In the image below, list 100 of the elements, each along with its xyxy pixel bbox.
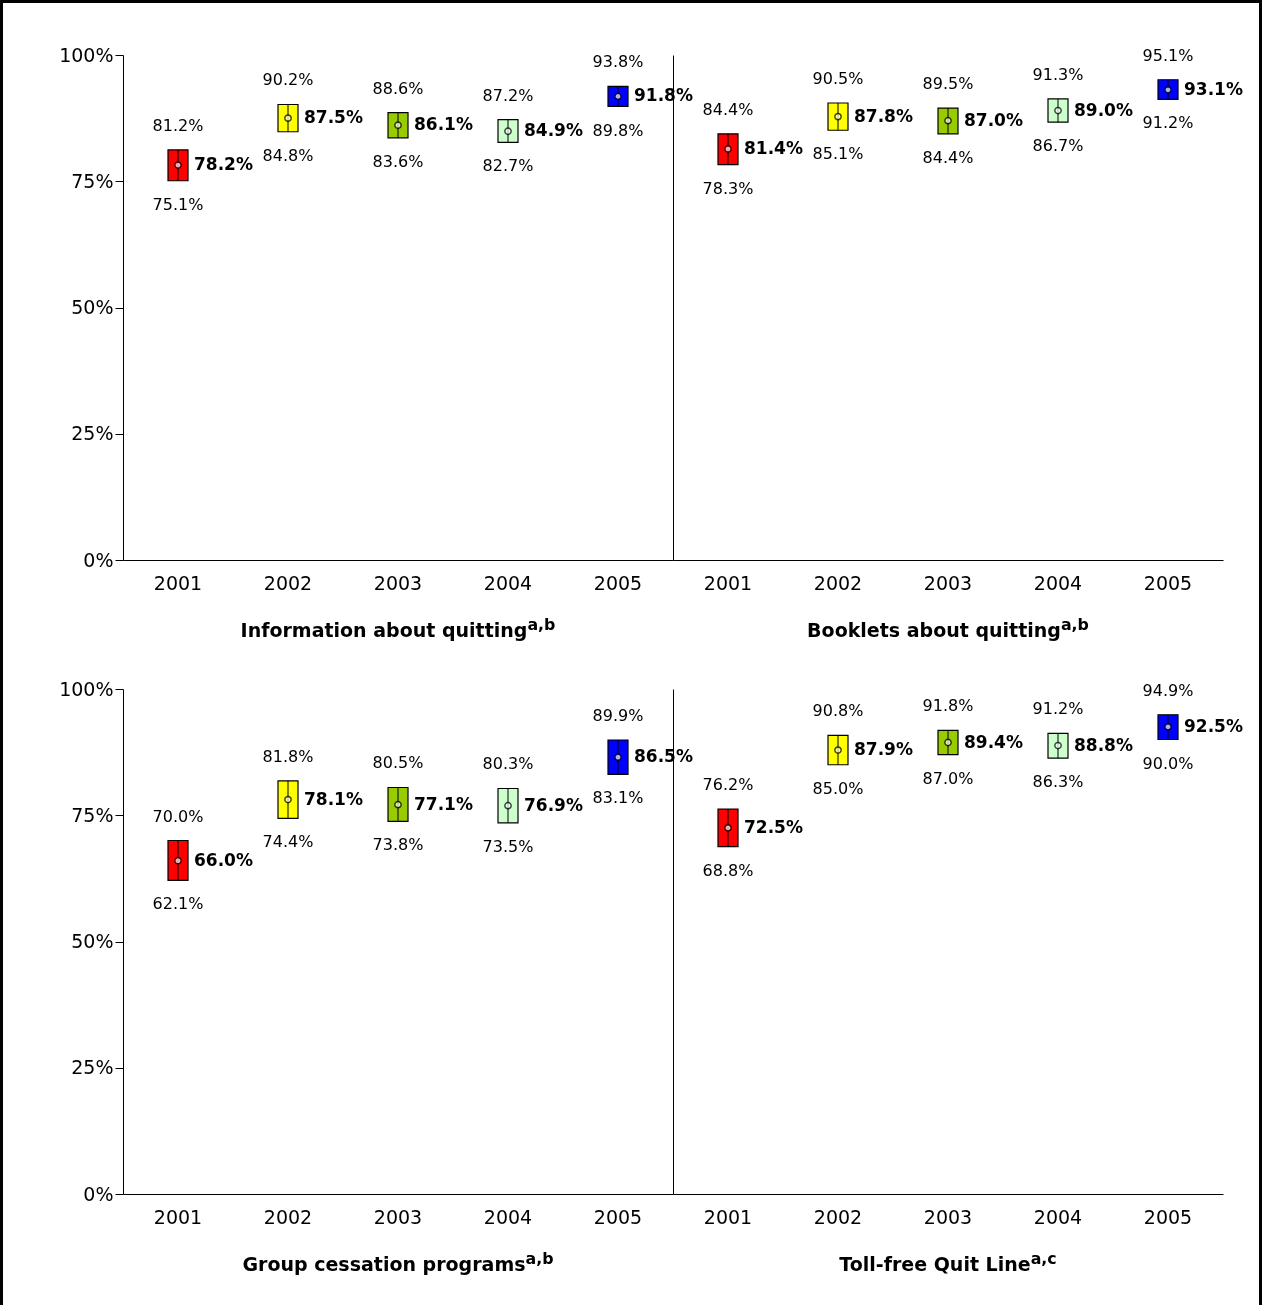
annotation: 86.7% [1032,136,1084,156]
data-label: 84.9% [524,120,583,141]
x-tick-label: 2001 [153,1205,203,1228]
annotation: 82.7% [482,156,534,176]
point [937,729,959,756]
data-label: 81.4% [744,137,803,158]
data-label: 87.8% [854,105,913,126]
y-tick-label: 25% [71,1056,114,1079]
annotation: 83.1% [592,788,644,808]
x-tick-label: 2001 [703,1205,753,1228]
annotation: 91.2% [1032,699,1084,719]
y-tick-label: 75% [71,169,114,192]
y-tick-label: 100% [59,43,114,66]
annotation: 84.4% [702,99,754,119]
y-tick-label: 50% [71,296,114,318]
data-label: 77.1% [414,793,473,814]
x-axis-title: Toll-free Quit Line$^{a,c}$ [838,1249,1058,1276]
annotation: 91.8% [922,696,974,716]
x-tick-label: 2004 [483,571,533,594]
annotation: 89.5% [922,74,974,94]
x-tick-label: 2001 [153,571,203,594]
x-axis-title: Information about quitting$^{a,b}$ [239,615,557,642]
point [1157,714,1179,741]
y-tick-label: 75% [71,803,114,826]
annotation: 74.4% [262,832,314,852]
data-label: 93.1% [1184,78,1243,99]
x-tick-label: 2005 [1143,571,1193,594]
annotation: 80.5% [372,753,424,773]
data-label: 89.0% [1074,99,1133,120]
x-tick-label: 2004 [483,1205,533,1228]
annotation: 89.8% [592,120,644,140]
data-label: 88.8% [1074,734,1133,755]
point [827,102,849,131]
annotation: 91.2% [1142,113,1194,133]
data-label: 66.0% [194,849,253,870]
data-label: 87.0% [964,109,1023,130]
x-tick-label: 2005 [1143,1205,1193,1228]
annotation: 87.0% [922,768,974,788]
annotation: 84.8% [262,145,314,165]
x-tick-label: 2005 [593,571,643,594]
annotation: 90.0% [1142,753,1194,773]
annotation: 84.4% [922,147,974,167]
data-label: 78.1% [304,788,363,809]
x-tick-label: 2002 [263,571,313,594]
annotation: 81.8% [262,746,314,766]
annotation: 86.3% [1032,772,1084,792]
annotation: 90.5% [812,68,864,88]
data-label: 92.5% [1184,715,1243,736]
annotation: 90.2% [262,70,314,90]
point [607,85,629,108]
x-tick-label: 2004 [1033,1205,1083,1228]
annotation: 88.6% [372,78,424,98]
point [277,103,299,133]
x-tick-label: 2002 [813,1205,863,1228]
annotation: 87.2% [482,85,534,105]
annotation: 90.8% [812,701,864,721]
y-tick-label: 25% [71,422,114,445]
annotation: 78.3% [702,178,754,198]
x-tick-label: 2003 [373,571,423,594]
point [1047,98,1069,123]
point [1157,79,1179,101]
point [497,119,519,143]
annotation: 95.1% [1142,45,1194,65]
annotation: 85.1% [812,144,864,164]
data-label: 78.2% [194,154,253,175]
annotation: 89.9% [592,706,644,726]
y-tick-label: 100% [59,677,114,700]
annotation: 62.1% [152,894,204,914]
annotation: 83.6% [372,151,424,171]
data-label: 87.5% [304,107,363,128]
annotation: 81.2% [152,115,204,135]
annotation: 91.3% [1032,64,1084,84]
data-label: 87.9% [854,739,913,760]
data-label: 89.4% [964,731,1023,752]
point [937,107,959,135]
x-tick-label: 2002 [813,571,863,594]
data-label: 76.9% [524,794,583,815]
annotation: 70.0% [152,806,204,826]
x-axis-title: Group cessation programs$^{a,b}$ [241,1249,555,1276]
annotation: 73.8% [372,835,424,855]
y-tick-label: 0% [83,548,114,571]
annotation: 68.8% [702,860,754,880]
annotation: 73.5% [482,836,534,856]
annotation: 85.0% [812,778,864,798]
x-tick-label: 2002 [263,1205,313,1228]
annotation: 76.2% [702,775,754,795]
data-label: 86.1% [414,114,473,135]
x-tick-label: 2003 [923,571,973,594]
annotation: 93.8% [592,52,644,72]
data-label: 72.5% [744,816,803,837]
point [1047,732,1069,759]
y-tick-label: 50% [71,930,114,952]
annotation: 75.1% [152,194,204,214]
x-axis-title: Booklets about quitting$^{a,b}$ [806,615,1090,642]
point [387,111,409,139]
x-tick-label: 2004 [1033,571,1083,594]
annotation: 94.9% [1142,680,1194,700]
x-tick-label: 2001 [703,571,753,594]
annotation: 80.3% [482,754,534,774]
y-tick-label: 0% [83,1182,114,1205]
